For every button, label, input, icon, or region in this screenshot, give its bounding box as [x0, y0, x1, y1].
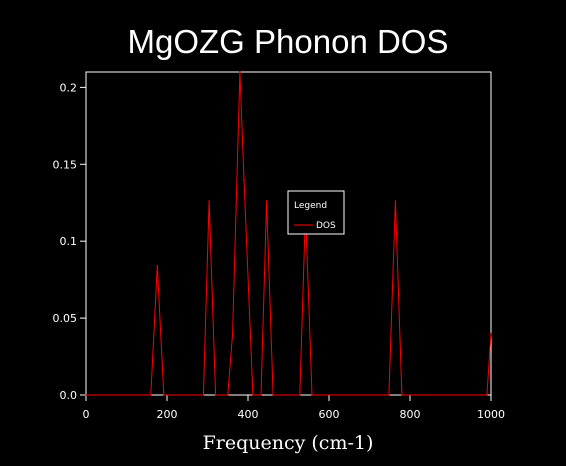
y-tick-label: 0.05	[53, 312, 78, 325]
x-tick-label: 1000	[477, 408, 505, 421]
x-tick-label: 600	[319, 408, 340, 421]
data-point	[265, 200, 268, 202]
legend-label-dos: DOS	[316, 221, 336, 231]
x-tick-label: 400	[238, 408, 259, 421]
data-point	[272, 394, 274, 396]
data-point	[85, 394, 87, 396]
data-point	[401, 394, 403, 396]
data-point	[394, 200, 397, 202]
data-point	[163, 394, 165, 396]
data-point	[227, 394, 229, 396]
data-point	[388, 394, 390, 396]
y-tick-label: 0.2	[60, 81, 78, 94]
x-tick-label: 800	[400, 408, 421, 421]
x-axis: 0 200 400 600 800 1000	[83, 395, 505, 421]
data-point	[490, 332, 492, 335]
data-point	[239, 71, 241, 73]
y-tick-label: 0.1	[60, 235, 78, 248]
chart-title: MgOZG Phonon DOS	[128, 23, 449, 60]
data-point	[243, 178, 245, 181]
data-point	[208, 200, 210, 202]
y-tick-label: 0.15	[53, 158, 78, 171]
x-tick-label: 200	[157, 408, 178, 421]
y-axis: 0.0 0.05 0.1 0.15 0.2	[53, 81, 86, 402]
legend: Legend DOS	[287, 190, 345, 235]
legend-box	[287, 190, 345, 235]
series-layer	[85, 71, 492, 396]
data-point	[311, 394, 313, 396]
data-point	[252, 394, 254, 396]
data-point	[231, 332, 234, 335]
data-point	[156, 265, 159, 267]
data-point	[486, 394, 488, 396]
x-tick-label: 0	[83, 408, 90, 421]
data-point	[214, 394, 217, 396]
data-point	[150, 394, 152, 396]
y-tick-label: 0.0	[60, 389, 78, 402]
data-point	[299, 394, 301, 396]
x-axis-label: Frequency (cm-1)	[203, 432, 374, 454]
data-point	[260, 394, 262, 396]
data-point	[202, 394, 205, 396]
legend-title: Legend	[294, 201, 327, 211]
